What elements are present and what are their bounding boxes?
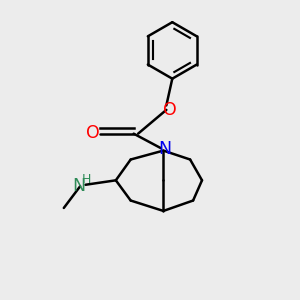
Text: H: H [82,173,92,186]
Text: N: N [73,177,86,195]
Text: O: O [163,101,177,119]
Text: N: N [158,140,171,158]
Text: O: O [86,124,100,142]
